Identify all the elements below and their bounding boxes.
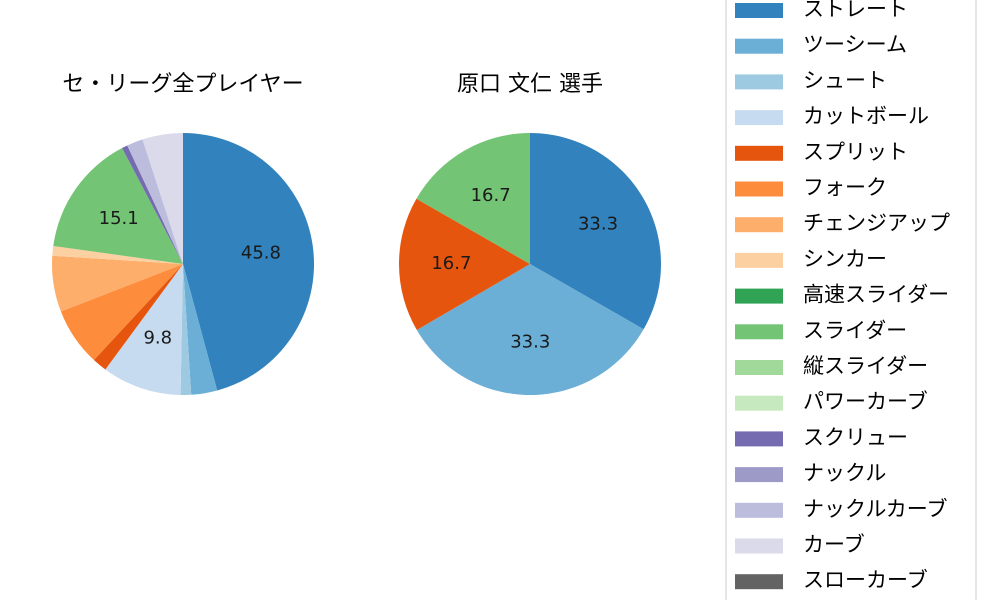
pie-slice-スプリット	[93, 264, 183, 370]
slice-value-label: 16.7	[471, 185, 511, 206]
pie-slice-シュート	[180, 264, 192, 395]
slice-value-label: 15.1	[99, 208, 139, 229]
legend-swatch	[735, 502, 783, 518]
legend-label: ストレート	[803, 0, 908, 21]
slice-value-label: 16.7	[431, 253, 471, 274]
legend-label: パワーカーブ	[803, 390, 928, 414]
legend-label: 縦スライダー	[803, 354, 928, 378]
pie-slice-ツーシーム	[416, 264, 644, 395]
slice-value-label: 33.3	[578, 214, 618, 235]
pie-slice-ストレート	[183, 133, 314, 391]
legend-swatch	[735, 3, 783, 18]
legend-swatch	[735, 145, 783, 161]
legend-swatch	[735, 360, 783, 375]
pie-slice-スクリュー	[122, 145, 183, 264]
slice-value-label: 33.3	[510, 332, 550, 353]
legend-label: スローカーブ	[803, 568, 928, 592]
legend-swatch	[735, 538, 783, 554]
pie-slice-フォーク	[60, 264, 184, 361]
legend-label: 高速スライダー	[803, 283, 949, 307]
pie-slice-ナックルカーブ	[127, 139, 183, 264]
legend-label: フォーク	[803, 176, 887, 200]
pie-slice-ストレート	[530, 133, 661, 330]
legend-swatch	[735, 181, 783, 197]
legend-swatch	[735, 288, 783, 304]
pie-slice-シンカー	[52, 245, 183, 264]
legend-label: カーブ	[803, 533, 865, 557]
legend-label: ナックルカーブ	[803, 497, 947, 521]
legend: ストレートツーシームシュートカットボールスプリットフォークチェンジアップシンカー…	[725, 0, 977, 600]
slice-value-label: 9.8	[143, 327, 172, 348]
pie-slice-スライダー	[53, 148, 183, 264]
slice-value-label: 45.8	[241, 243, 281, 264]
legend-swatch	[735, 467, 783, 483]
legend-label: ツーシーム	[803, 33, 907, 57]
legend-swatch	[735, 110, 783, 126]
pie-slice-チェンジアップ	[52, 255, 184, 312]
legend-swatch	[735, 74, 783, 90]
player-pie-chart: 原口 文仁 選手 33.3 33.3 16.7 16.7	[399, 72, 661, 395]
pie-slice-スライダー	[416, 133, 530, 264]
legend-swatch	[735, 38, 783, 54]
legend-label: シュート	[803, 68, 887, 92]
legend-label: スクリュー	[803, 425, 908, 449]
legend-label: スプリット	[803, 140, 908, 164]
legend-frame	[725, 0, 977, 600]
league-pie-chart: セ・リーグ全プレイヤー 45.8 9.8 15.1	[52, 72, 314, 395]
pie-slice-カットボール	[105, 264, 183, 395]
legend-label: チェンジアップ	[803, 211, 950, 235]
legend-swatch	[735, 252, 783, 268]
legend-swatch	[735, 431, 783, 447]
legend-label: シンカー	[803, 247, 887, 271]
legend-label: ナックル	[803, 461, 886, 485]
legend-label: カットボール	[803, 104, 929, 128]
pie-slice-カーブ	[142, 133, 183, 264]
chart-title: セ・リーグ全プレイヤー	[62, 72, 303, 97]
pie-slice-スプリット	[399, 198, 530, 330]
legend-label: スライダー	[803, 318, 907, 342]
pie-slice-ツーシーム	[183, 264, 218, 395]
legend-swatch	[735, 324, 783, 340]
legend-swatch	[735, 217, 783, 233]
chart-title: 原口 文仁 選手	[457, 72, 603, 97]
legend-swatch	[735, 395, 783, 411]
legend-swatch	[735, 574, 783, 590]
